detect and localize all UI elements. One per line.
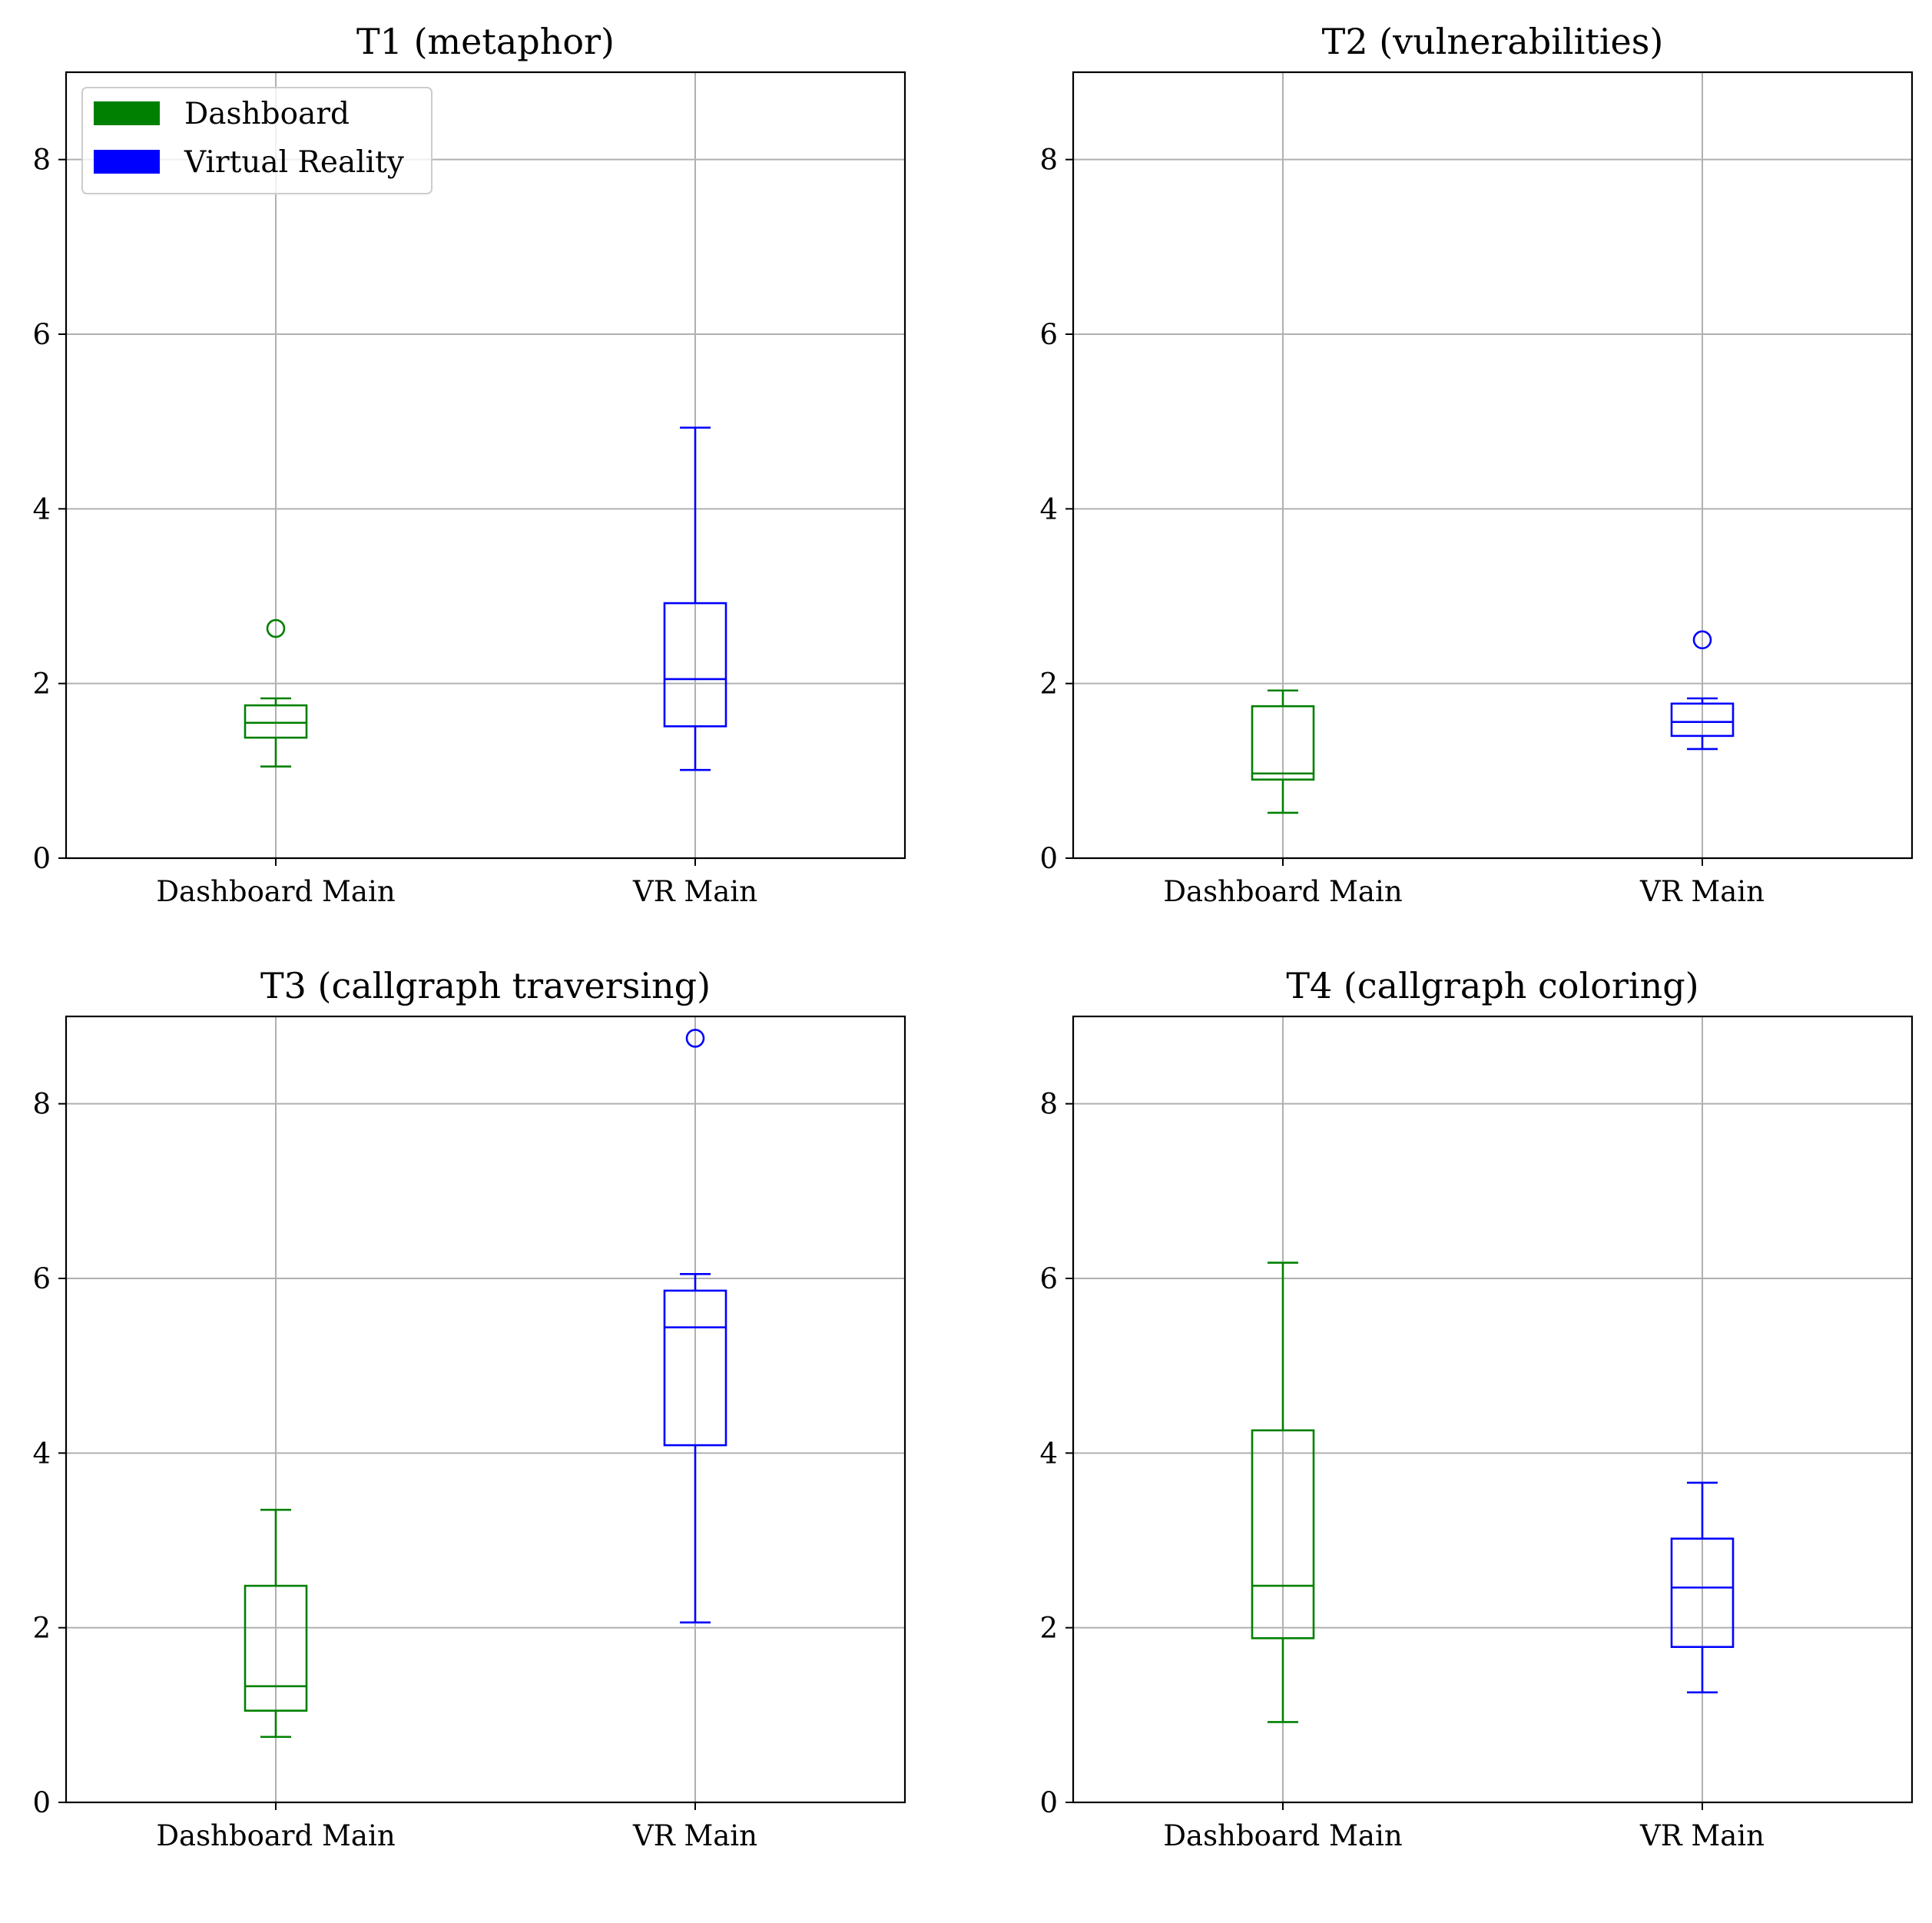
- y-tick-label: 4: [1039, 1437, 1058, 1470]
- axes-frame: [1072, 71, 1914, 860]
- y-tick-label: 2: [1039, 1612, 1058, 1645]
- x-tick-label: Dashboard Main: [1163, 875, 1402, 908]
- box-vr: [663, 426, 727, 771]
- legend-swatch-dashboard: [94, 101, 160, 125]
- y-tick-label: 2: [32, 1612, 51, 1645]
- y-tick-label: 6: [32, 1262, 51, 1295]
- y-tick-label: 4: [32, 1437, 51, 1470]
- x-tick-label: VR Main: [632, 875, 757, 908]
- outlier-point: [1692, 630, 1712, 650]
- chart-panel-3: T3 (callgraph traversing) 0 2 4 6 8 Dashboard …: [32, 965, 906, 1852]
- chart-panel-1: T1 (metaphor) 0 2 4 6 8 Dashboard Main VR Main D…: [32, 21, 906, 908]
- y-tick-label: 2: [32, 668, 51, 701]
- y-tick-label: 6: [32, 318, 51, 351]
- axes-frame: [65, 71, 906, 860]
- box-vr: [1670, 1481, 1735, 1694]
- y-tick-label: 4: [32, 492, 51, 526]
- x-tick-label: VR Main: [1639, 875, 1765, 908]
- legend-label: Dashboard: [184, 97, 350, 131]
- y-tick-label: 0: [32, 1786, 51, 1819]
- chart-panel-4: T4 (callgraph coloring) 0 2 4 6 8 Dashboard Ma…: [1039, 965, 1914, 1852]
- legend-swatch-vr: [94, 150, 160, 174]
- chart-title: T1 (metaphor): [356, 21, 615, 62]
- y-tick-label: 6: [1039, 1262, 1058, 1295]
- y-tick-label: 8: [32, 1088, 51, 1121]
- x-tick-label: VR Main: [1639, 1819, 1765, 1852]
- x-tick-label: Dashboard Main: [1163, 1819, 1402, 1852]
- y-tick-label: 0: [32, 842, 51, 875]
- legend: Dashboard Virtual Reality: [81, 87, 432, 194]
- y-tick-label: 0: [1039, 1786, 1058, 1819]
- outlier-point: [266, 618, 286, 638]
- box-vr: [1670, 630, 1735, 751]
- chart-title: T2 (vulnerabilities): [1322, 21, 1664, 62]
- box-dashboard: [244, 1508, 308, 1739]
- legend-frame: [81, 87, 432, 194]
- box-dashboard: [1251, 1262, 1315, 1723]
- y-tick-label: 0: [1039, 842, 1058, 875]
- box-dashboard: [244, 618, 308, 768]
- y-tick-label: 8: [1039, 144, 1058, 177]
- y-tick-label: 4: [1039, 492, 1058, 526]
- chart-title: T4 (callgraph coloring): [1286, 965, 1698, 1006]
- box-dashboard: [1251, 689, 1315, 814]
- y-tick-label: 2: [1039, 668, 1058, 701]
- chart-title: T3 (callgraph traversing): [260, 965, 711, 1006]
- x-tick-label: Dashboard Main: [156, 875, 395, 908]
- chart-panel-2: T2 (vulnerabilities) 0 2 4 6 8 Dashboard Main V…: [1039, 21, 1914, 908]
- y-tick-label: 8: [32, 144, 51, 177]
- y-tick-label: 8: [1039, 1088, 1058, 1121]
- outlier-point: [685, 1029, 705, 1048]
- axes-frame: [65, 1015, 906, 1804]
- y-tick-label: 6: [1039, 318, 1058, 351]
- legend-label: Virtual Reality: [184, 145, 404, 180]
- axes-frame: [1072, 1015, 1914, 1804]
- x-tick-label: Dashboard Main: [156, 1819, 395, 1852]
- box-vr: [663, 1029, 727, 1624]
- x-tick-label: VR Main: [632, 1819, 757, 1852]
